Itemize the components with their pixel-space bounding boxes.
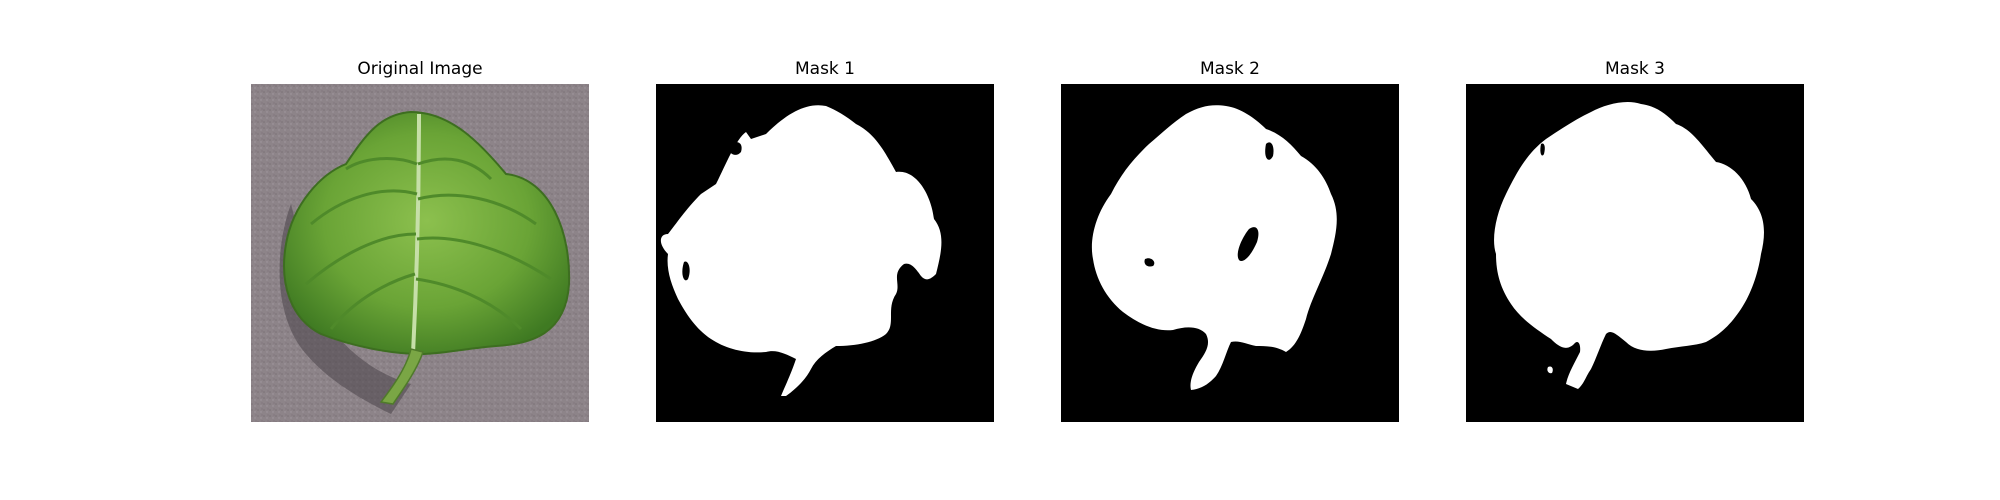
panel-title: Mask 1	[794, 59, 855, 79]
mask-2-image	[1061, 84, 1399, 422]
original-leaf-photo	[251, 84, 589, 422]
mask-1-image	[656, 84, 994, 422]
mask-3-image	[1466, 84, 1804, 422]
panel-title: Original Image	[357, 59, 483, 79]
panel-title: Mask 2	[1199, 59, 1260, 79]
panel-title: Mask 3	[1604, 59, 1665, 79]
